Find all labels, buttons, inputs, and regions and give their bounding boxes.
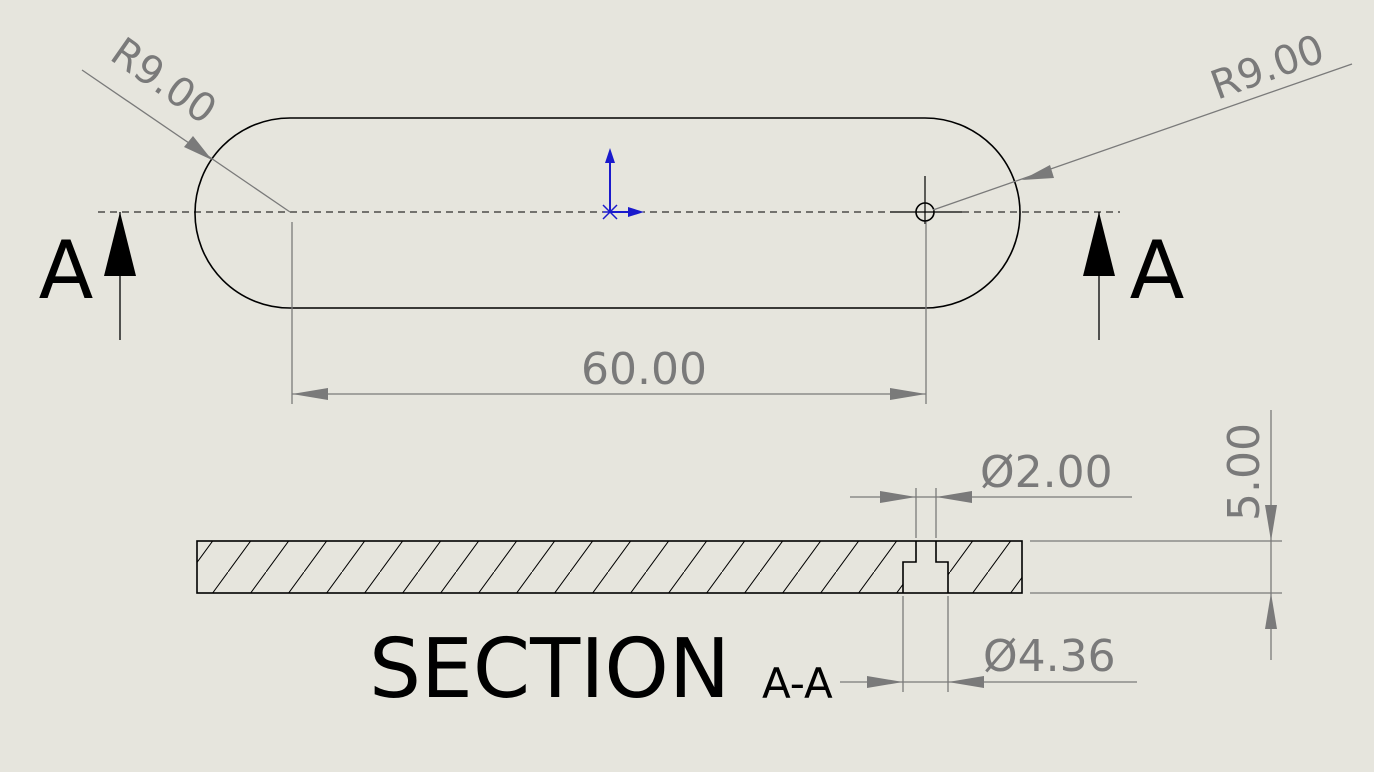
slot-outline — [194, 117, 1021, 309]
radius-right-dimension: R9.00 — [932, 26, 1353, 211]
large-hole-text: Ø4.36 — [983, 631, 1116, 682]
section-title: SECTION — [369, 622, 730, 717]
section-view: Ø2.00 Ø4.36 5.00 SECTION A-A — [196, 410, 1282, 717]
center-distance-dimension: 60.00 — [291, 222, 927, 404]
section-label-left: A — [39, 224, 94, 317]
radius-left-text: R9.00 — [102, 29, 224, 134]
section-outline — [196, 540, 1023, 594]
section-arrow-right: A — [1083, 212, 1185, 340]
section-name: A-A — [762, 659, 833, 708]
section-body-left — [197, 541, 903, 593]
origin-icon — [602, 148, 644, 220]
section-label-right: A — [1130, 224, 1185, 317]
center-distance-text: 60.00 — [581, 344, 707, 395]
small-hole-dimension: Ø2.00 — [850, 447, 1132, 538]
radius-left-dimension: R9.00 — [81, 29, 291, 213]
hole-center-mark — [890, 176, 962, 224]
stepped-hole-outline — [902, 541, 949, 593]
radius-right-text: R9.00 — [1205, 26, 1331, 109]
small-hole-text: Ø2.00 — [980, 447, 1113, 498]
thickness-dimension: 5.00 — [1030, 410, 1282, 660]
thickness-text: 5.00 — [1219, 423, 1270, 521]
section-body-right — [948, 541, 1022, 593]
top-view: R9.00 R9.00 60.00 A A — [39, 26, 1353, 404]
section-arrow-left: A — [39, 212, 136, 340]
large-hole-dimension: Ø4.36 — [840, 596, 1137, 692]
